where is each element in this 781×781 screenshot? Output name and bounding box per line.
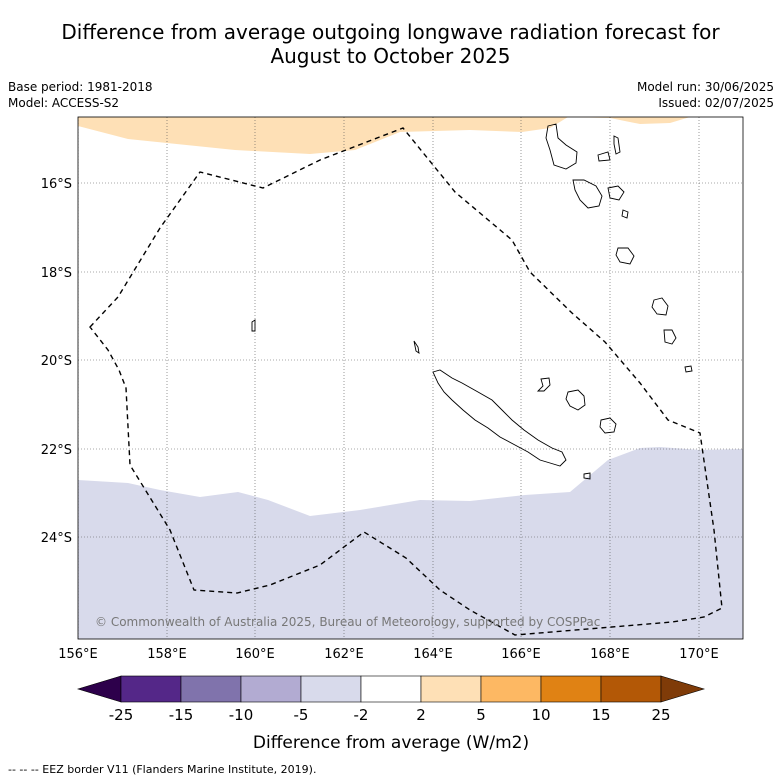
colorbar-tick-label: -2 bbox=[354, 706, 369, 724]
colorbar-min-extension bbox=[76, 675, 122, 703]
efate-island bbox=[615, 247, 635, 265]
colorbar-tick-label: 10 bbox=[531, 706, 550, 724]
below-normal-region bbox=[78, 447, 743, 639]
colorbar-tick-label: 15 bbox=[591, 706, 610, 724]
colorbar-swatch bbox=[540, 675, 602, 703]
longitude-label: 168°E bbox=[590, 647, 630, 662]
colorbar-swatch bbox=[180, 675, 242, 703]
ouvea-island bbox=[536, 377, 551, 392]
ambrym-island bbox=[607, 185, 625, 201]
latitude-label: 18°S bbox=[41, 266, 72, 281]
eez-footnote: -- -- -- EEZ border V11 (Flanders Marine… bbox=[8, 763, 317, 776]
colorbar-swatch bbox=[420, 675, 482, 703]
mare-island bbox=[599, 417, 617, 434]
longitude-label: 170°E bbox=[679, 647, 719, 662]
colorbar-tick-label: 5 bbox=[476, 706, 486, 724]
colorbar-swatch bbox=[480, 675, 542, 703]
colorbar-tick-label: -5 bbox=[294, 706, 309, 724]
longitude-label: 164°E bbox=[413, 647, 453, 662]
longitude-label: 158°E bbox=[147, 647, 187, 662]
latitude-label: 24°S bbox=[41, 531, 72, 546]
title-line-1: Difference from average outgoing longwav… bbox=[61, 20, 720, 44]
colorbar-max-extension bbox=[660, 675, 706, 703]
colorbar-title: Difference from average (W/m2) bbox=[253, 733, 529, 753]
tanna-island bbox=[663, 329, 677, 345]
erromango-island bbox=[651, 297, 669, 316]
forecast-map: © Commonwealth of Australia 2025, Bureau… bbox=[41, 116, 744, 753]
model-run: Model run: 30/06/2025 bbox=[636, 80, 774, 94]
colorbar-tick-label: 2 bbox=[416, 706, 426, 724]
map-area: © Commonwealth of Australia 2025, Bureau… bbox=[78, 117, 743, 639]
colorbar-tick-label: -15 bbox=[169, 706, 194, 724]
small-island-1 bbox=[251, 319, 256, 332]
isle-of-pines bbox=[583, 472, 591, 480]
colorbar-tick-label: 25 bbox=[651, 706, 670, 724]
aneityum-island bbox=[684, 365, 693, 373]
malekula-island bbox=[572, 179, 603, 209]
new-caledonia-coast bbox=[432, 369, 567, 467]
latitude-label: 16°S bbox=[41, 177, 72, 192]
latitude-label: 22°S bbox=[41, 443, 72, 458]
colorbar-tick-label: -10 bbox=[229, 706, 254, 724]
copyright-notice: © Commonwealth of Australia 2025, Bureau… bbox=[95, 615, 600, 629]
small-island-2 bbox=[621, 209, 629, 219]
model-name: Model: ACCESS-S2 bbox=[8, 96, 120, 110]
maewo-island bbox=[613, 135, 621, 155]
graticule bbox=[78, 117, 743, 639]
lifou-island bbox=[565, 389, 586, 411]
colorbar: -25 -15 -10 -5 -2 2 5 10 15 25 bbox=[76, 675, 706, 724]
issued-date: Issued: 02/07/2025 bbox=[658, 96, 774, 110]
longitude-label: 160°E bbox=[235, 647, 275, 662]
longitude-label: 166°E bbox=[501, 647, 541, 662]
belep-island bbox=[413, 340, 420, 354]
latitude-label: 20°S bbox=[41, 354, 72, 369]
coastlines bbox=[251, 123, 693, 480]
base-period: Base period: 1981-2018 bbox=[8, 80, 153, 94]
colorbar-swatch bbox=[600, 675, 662, 703]
colorbar-swatch bbox=[300, 675, 362, 703]
colorbar-swatch bbox=[360, 675, 422, 703]
map-frame bbox=[77, 116, 744, 640]
latitude-labels: 16°S 18°S 20°S 22°S 24°S bbox=[41, 177, 72, 546]
espiritu-santo bbox=[545, 123, 578, 170]
longitude-label: 162°E bbox=[324, 647, 364, 662]
colorbar-tick-label: -25 bbox=[109, 706, 134, 724]
eez-border bbox=[89, 127, 723, 636]
title-line-2: August to October 2025 bbox=[270, 44, 511, 68]
longitude-labels: 156°E 158°E 160°E 162°E 164°E 166°E 168°E 170°E bbox=[58, 647, 719, 662]
longitude-label: 156°E bbox=[58, 647, 98, 662]
colorbar-swatch bbox=[240, 675, 302, 703]
pentecost-island bbox=[597, 151, 611, 162]
colorbar-swatch bbox=[120, 675, 182, 703]
